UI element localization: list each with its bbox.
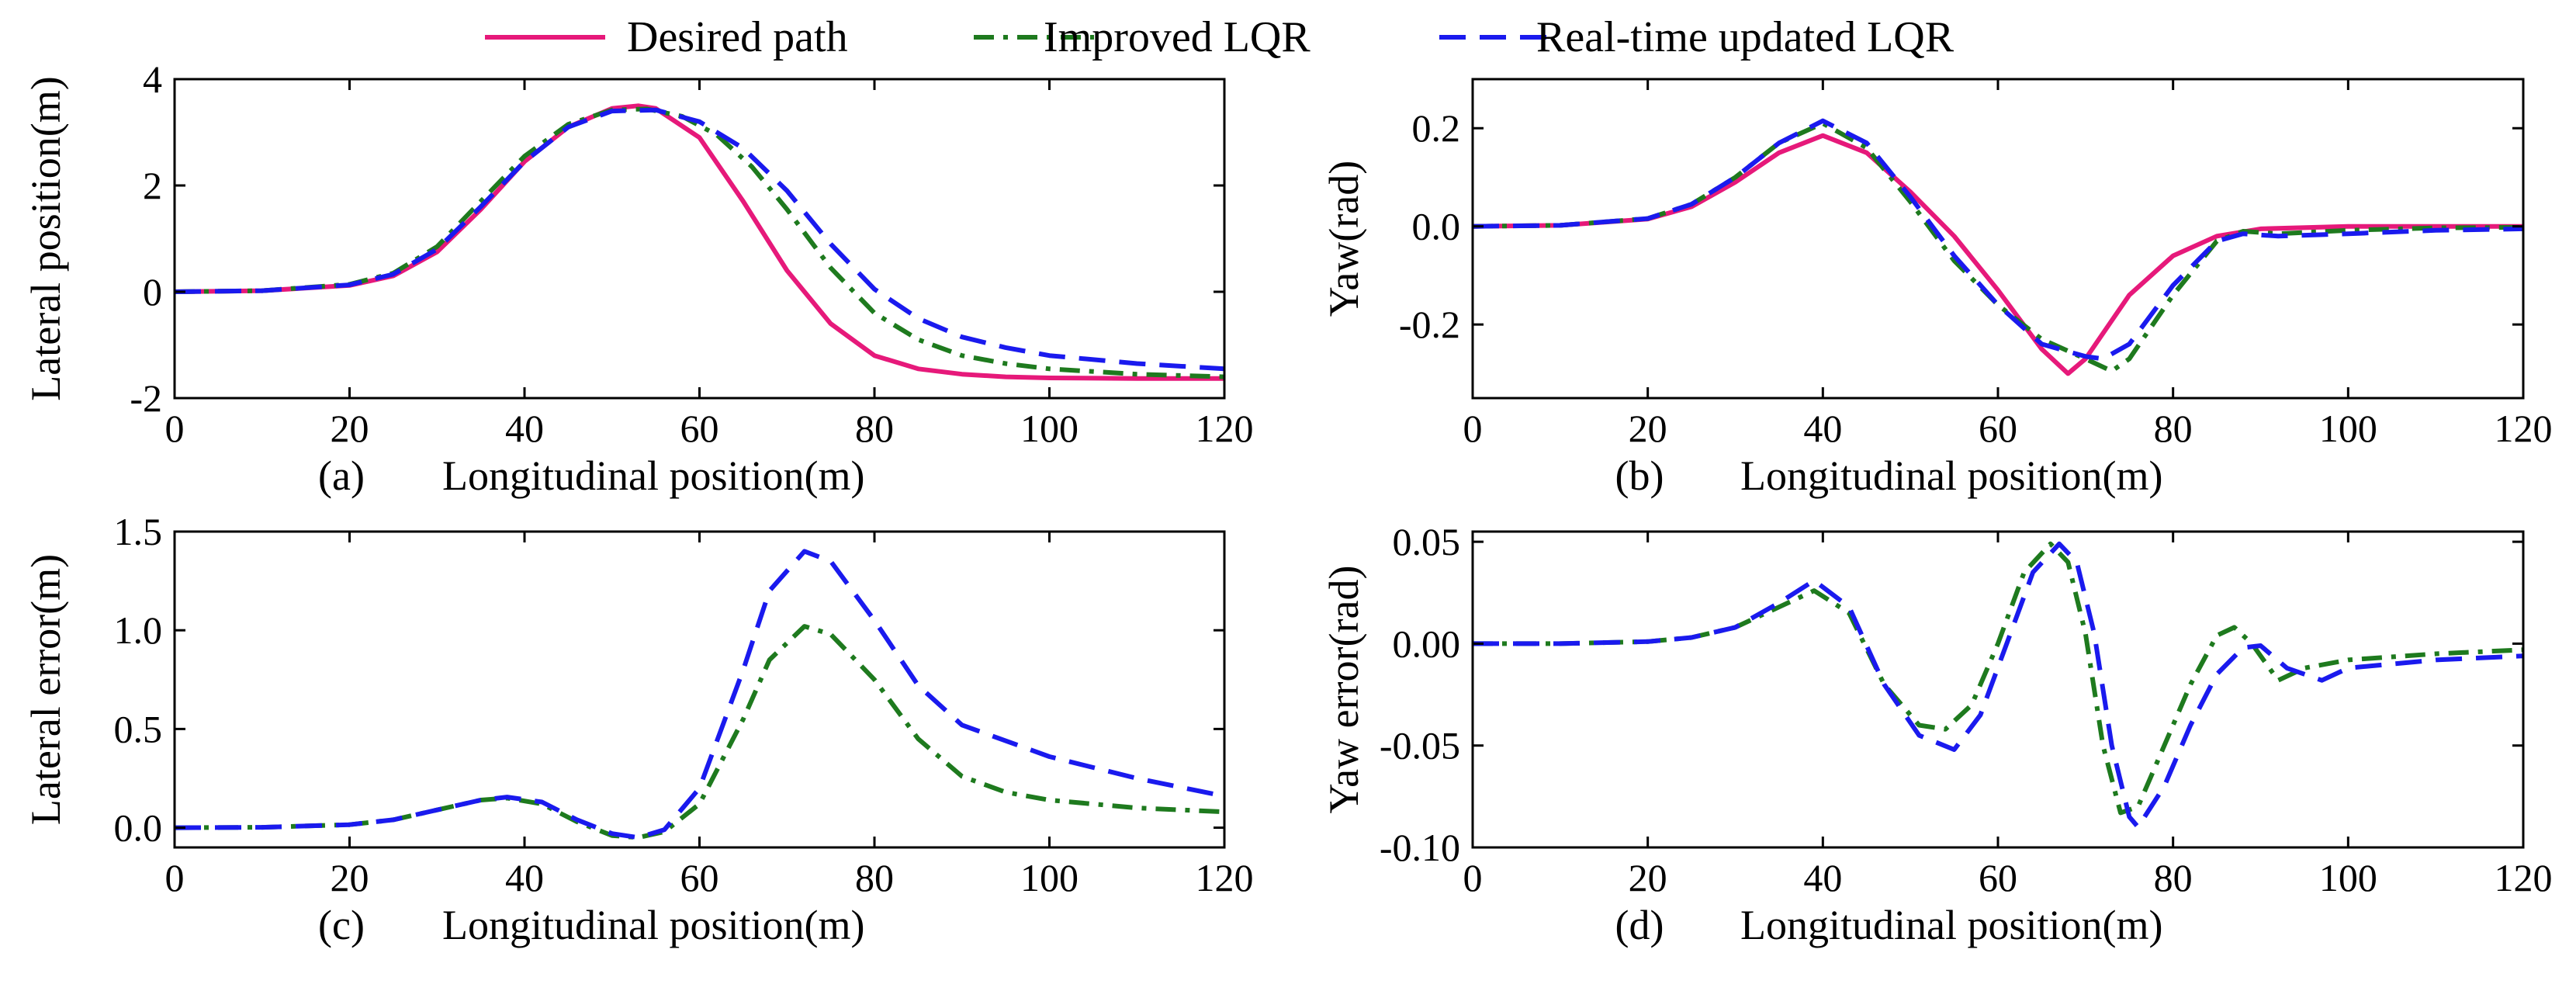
y-tick-label: 4: [143, 57, 162, 101]
plot-frame: [1471, 530, 2525, 849]
y-tick-label: 0: [143, 270, 162, 314]
legend: Desired path Improved LQR Real-time update…: [485, 13, 1955, 61]
panel-tag: (c): [318, 902, 365, 948]
x-tick-label: 80: [2154, 407, 2193, 450]
x-tick-label: 40: [505, 407, 544, 450]
x-tick-label: 20: [331, 407, 369, 450]
x-axis-label: Longitudinal position(m): [442, 452, 864, 499]
plot-frame: [173, 530, 1226, 849]
x-tick-label: 20: [1629, 407, 1667, 450]
legend-entry-real-time-updated-lqr: Real-time updated LQR: [1439, 13, 1955, 61]
series-line-real-time-updated-lqr: [175, 549, 1224, 840]
y-tick-label: -2: [130, 376, 162, 420]
x-tick-label: 20: [331, 856, 369, 899]
x-tick-label: 80: [855, 407, 894, 450]
panel-c: 0 20 40 60 80 100 120 0.0 0.5 1.0 1.5 Longitudinal …: [23, 510, 1254, 948]
x-tick-label: 20: [1629, 856, 1667, 899]
x-tick-label: 100: [2319, 407, 2377, 450]
series-line-desired-path: [175, 103, 1224, 381]
y-tick-label: 0.5: [114, 707, 163, 750]
x-tick-label: 100: [1020, 856, 1079, 899]
x-tick-label: 80: [855, 856, 894, 899]
y-axis-label: Lateral position(m): [23, 76, 69, 400]
panel-tag: (d): [1615, 902, 1664, 948]
y-tick-label: 0.0: [114, 806, 163, 850]
series-line-improved-lqr: [175, 106, 1224, 379]
y-tick-label: 1.5: [114, 510, 163, 553]
x-tick-label: 60: [1979, 856, 2017, 899]
x-tick-label: 80: [2154, 856, 2193, 899]
panel-tag: (a): [318, 452, 365, 499]
legend-entry-desired-path: Desired path: [485, 13, 848, 61]
x-tick-label: 40: [505, 856, 544, 899]
plot-frame: [1471, 78, 2525, 400]
series-line-desired-path: [1473, 133, 2523, 376]
series-line-improved-lqr: [1473, 120, 2523, 374]
panel-b: 0 20 40 60 80 100 120 -0.2 0.0 0.2 Longitudinal po…: [1321, 78, 2553, 499]
legend-label: Improved LQR: [1044, 13, 1311, 61]
series-line-real-time-updated-lqr: [1473, 541, 2523, 830]
y-tick-label: 0.0: [1412, 205, 1461, 248]
x-axis-label: Longitudinal position(m): [1740, 902, 2162, 948]
x-tick-label: 0: [165, 407, 185, 450]
series-line-real-time-updated-lqr: [1473, 118, 2523, 362]
x-tick-label: 100: [2319, 856, 2377, 899]
x-axis-label: Longitudinal position(m): [1740, 452, 2162, 499]
panel-tag: (b): [1615, 452, 1664, 499]
y-tick-label: -0.2: [1399, 303, 1460, 346]
x-tick-label: 100: [1020, 407, 1079, 450]
series-line-improved-lqr: [175, 624, 1224, 840]
x-tick-label: 120: [1196, 856, 1254, 899]
x-tick-label: 40: [1803, 856, 1842, 899]
y-tick-label: 1.0: [114, 608, 163, 652]
x-tick-label: 120: [2495, 856, 2553, 899]
y-tick-label: -0.10: [1380, 826, 1460, 869]
x-tick-label: 120: [1196, 407, 1254, 450]
series-line-real-time-updated-lqr: [175, 107, 1224, 372]
y-axis-label: Yaw error(rad): [1321, 566, 1367, 814]
y-tick-label: 0.2: [1412, 106, 1461, 150]
series-line-improved-lqr: [1473, 541, 2523, 816]
legend-label: Desired path: [627, 13, 848, 61]
plot-frame: [173, 78, 1226, 400]
x-tick-label: 0: [165, 856, 185, 899]
x-tick-label: 40: [1803, 407, 1842, 450]
y-axis-label: Lateral error(m): [23, 554, 69, 825]
y-tick-label: -0.05: [1380, 724, 1460, 767]
x-tick-label: 60: [680, 407, 719, 450]
y-tick-label: 2: [143, 164, 162, 207]
legend-entry-improved-lqr: Improved LQR: [974, 13, 1311, 61]
x-tick-label: 0: [1463, 407, 1483, 450]
x-tick-label: 60: [680, 856, 719, 899]
x-tick-label: 120: [2495, 407, 2553, 450]
y-tick-label: 0.05: [1393, 520, 1461, 563]
x-tick-label: 60: [1979, 407, 2017, 450]
panel-d: 0 20 40 60 80 100 120 -0.10 -0.05 0.00 0.05 Longitu…: [1321, 520, 2553, 948]
legend-label: Real-time updated LQR: [1536, 13, 1955, 61]
x-axis-label: Longitudinal position(m): [442, 902, 864, 948]
x-tick-label: 0: [1463, 856, 1483, 899]
y-tick-label: 0.00: [1393, 622, 1461, 665]
y-axis-label: Yaw(rad): [1321, 161, 1367, 317]
